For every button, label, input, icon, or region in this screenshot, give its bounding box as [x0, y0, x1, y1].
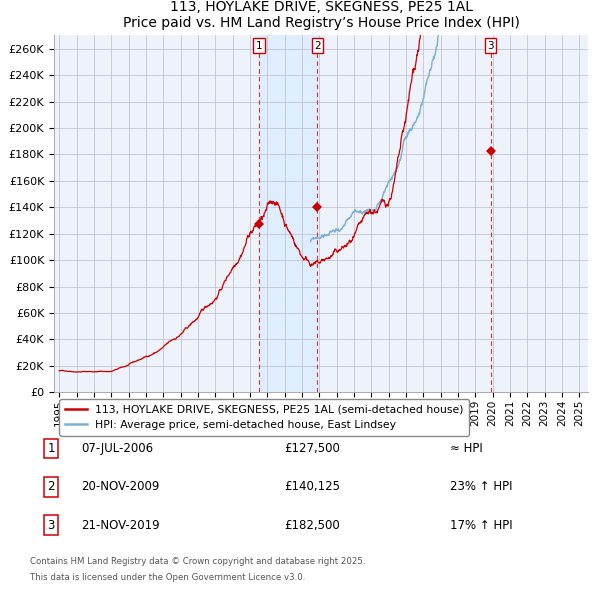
Text: 20-NOV-2009: 20-NOV-2009: [81, 480, 160, 493]
Text: 17% ↑ HPI: 17% ↑ HPI: [450, 519, 512, 532]
Text: 23% ↑ HPI: 23% ↑ HPI: [450, 480, 512, 493]
Text: 1: 1: [256, 41, 262, 51]
Text: 1: 1: [47, 442, 55, 455]
Bar: [259, 35, 317, 392]
Text: Contains HM Land Registry data © Crown copyright and database right 2025.: Contains HM Land Registry data © Crown c…: [30, 557, 365, 566]
Text: 07-JUL-2006: 07-JUL-2006: [81, 442, 153, 455]
Text: £182,500: £182,500: [284, 519, 340, 532]
Legend: 113, HOYLAKE DRIVE, SKEGNESS, PE25 1AL (semi-detached house), HPI: Average price: 113, HOYLAKE DRIVE, SKEGNESS, PE25 1AL (…: [59, 399, 469, 435]
Text: 3: 3: [47, 519, 55, 532]
Text: 3: 3: [487, 41, 494, 51]
Text: 21-NOV-2019: 21-NOV-2019: [81, 519, 160, 532]
Title: 113, HOYLAKE DRIVE, SKEGNESS, PE25 1AL
Price paid vs. HM Land Registry’s House P: 113, HOYLAKE DRIVE, SKEGNESS, PE25 1AL P…: [122, 0, 520, 30]
Text: 2: 2: [314, 41, 320, 51]
Text: ≈ HPI: ≈ HPI: [450, 442, 483, 455]
Text: This data is licensed under the Open Government Licence v3.0.: This data is licensed under the Open Gov…: [30, 572, 305, 582]
Text: £127,500: £127,500: [284, 442, 340, 455]
Text: £140,125: £140,125: [284, 480, 340, 493]
Text: 2: 2: [47, 480, 55, 493]
